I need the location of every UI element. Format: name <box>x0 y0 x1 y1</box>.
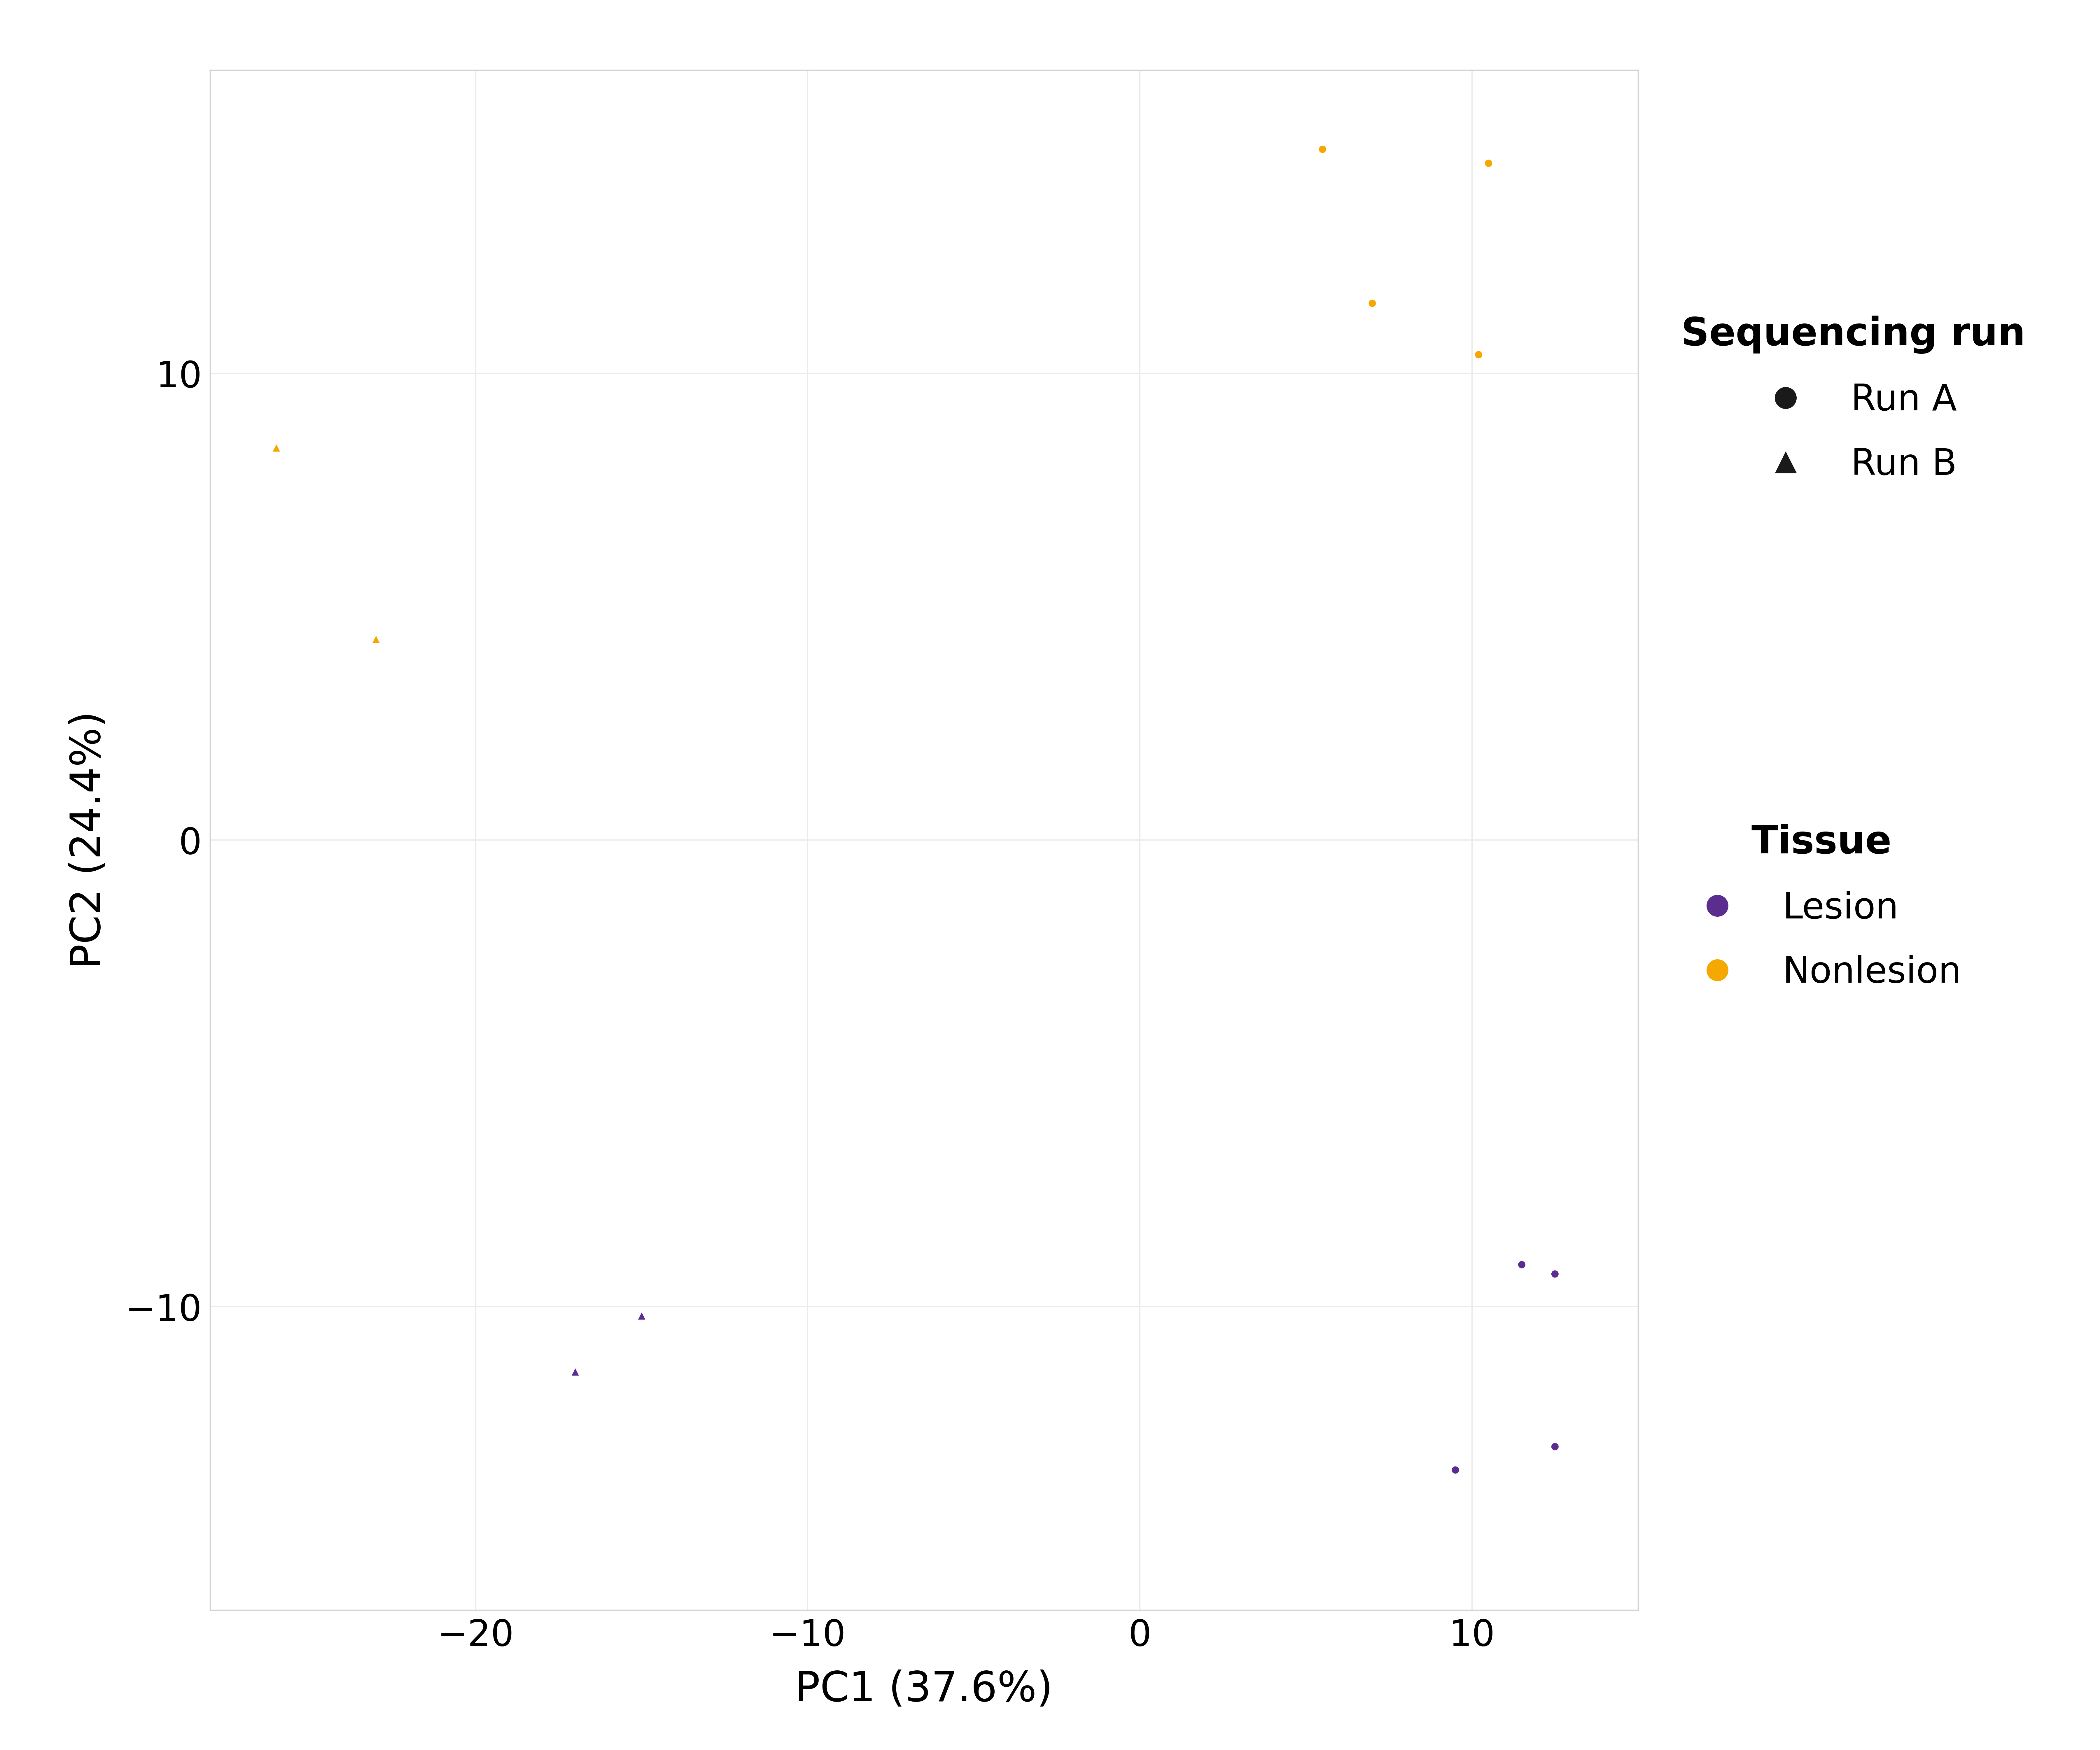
Point <box>1506 1251 1539 1279</box>
Point <box>1472 149 1506 177</box>
Point <box>626 1302 659 1330</box>
Y-axis label: PC2 (24.4%): PC2 (24.4%) <box>69 710 109 970</box>
Point <box>1537 1433 1571 1461</box>
Point <box>559 1358 592 1386</box>
Legend: Lesion, Nonlesion: Lesion, Nonlesion <box>1667 808 1976 1004</box>
Point <box>1438 1456 1472 1484</box>
Point <box>1354 289 1388 317</box>
Point <box>1306 135 1340 163</box>
Point <box>359 625 393 653</box>
X-axis label: PC1 (37.6%): PC1 (37.6%) <box>796 1670 1052 1710</box>
Point <box>1462 341 1495 369</box>
Point <box>1537 1260 1571 1288</box>
Point <box>260 434 294 462</box>
